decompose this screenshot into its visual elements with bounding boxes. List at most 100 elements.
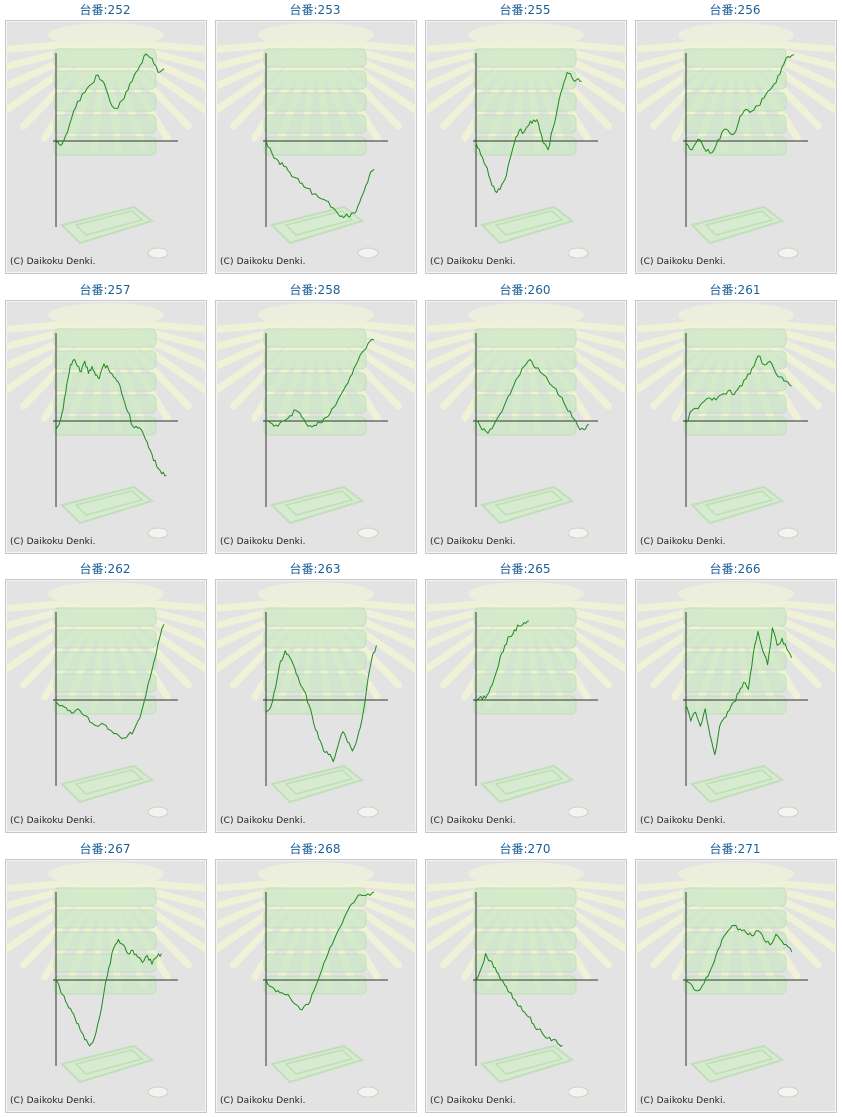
slump-graph	[6, 582, 206, 818]
slump-graph	[216, 23, 416, 259]
background-artwork	[636, 582, 836, 818]
slot-graph-card: 台番:268 (C) Daikoku Denki.	[213, 839, 417, 1115]
graph-panel: (C) Daikoku Denki.	[425, 20, 627, 274]
slump-line	[265, 891, 375, 1011]
background-artwork	[216, 862, 416, 1098]
copyright-text: (C) Daikoku Denki.	[10, 816, 96, 826]
slot-graph-card: 台番:258 (C) Daikoku Denki.	[213, 280, 417, 556]
machine-number-title: 台番:258	[289, 283, 341, 297]
machine-number-title: 台番:257	[79, 283, 131, 297]
background-artwork	[636, 862, 836, 1098]
slump-graph	[426, 582, 626, 818]
graph-panel: (C) Daikoku Denki.	[5, 300, 207, 554]
slump-graph	[636, 582, 836, 818]
graph-panel: (C) Daikoku Denki.	[635, 20, 837, 274]
slump-graph	[6, 23, 206, 259]
copyright-text: (C) Daikoku Denki.	[430, 537, 516, 547]
copyright-text: (C) Daikoku Denki.	[10, 257, 96, 267]
copyright-text: (C) Daikoku Denki.	[430, 816, 516, 826]
slump-line	[685, 54, 795, 154]
graph-panel: (C) Daikoku Denki.	[425, 579, 627, 833]
machine-number-title: 台番:252	[79, 3, 131, 17]
slump-graph	[216, 862, 416, 1098]
machine-number-title: 台番:261	[709, 283, 761, 297]
graph-panel: (C) Daikoku Denki.	[215, 579, 417, 833]
slot-graph-card: 台番:252 (C) Daikoku Denki.	[3, 0, 207, 276]
background-artwork	[216, 23, 416, 259]
slot-graph-card: 台番:253 (C) Daikoku Denki.	[213, 0, 417, 276]
copyright-text: (C) Daikoku Denki.	[430, 1096, 516, 1106]
copyright-text: (C) Daikoku Denki.	[430, 257, 516, 267]
slot-graph-card: 台番:266 (C) Daikoku Denki.	[633, 559, 837, 835]
slump-graph	[426, 303, 626, 539]
graph-panel: (C) Daikoku Denki.	[5, 579, 207, 833]
slot-graph-card: 台番:271 (C) Daikoku Denki.	[633, 839, 837, 1115]
machine-number-title: 台番:266	[709, 562, 761, 576]
slump-graph	[426, 862, 626, 1098]
graph-panel: (C) Daikoku Denki.	[635, 300, 837, 554]
background-artwork	[636, 23, 836, 259]
slump-graph	[216, 582, 416, 818]
machine-number-title: 台番:263	[289, 562, 341, 576]
slump-line	[475, 71, 582, 194]
copyright-text: (C) Daikoku Denki.	[10, 1096, 96, 1106]
copyright-text: (C) Daikoku Denki.	[640, 537, 726, 547]
machine-number-title: 台番:265	[499, 562, 551, 576]
graph-panel: (C) Daikoku Denki.	[635, 579, 837, 833]
slot-graph-card: 台番:265 (C) Daikoku Denki.	[423, 559, 627, 835]
graph-panel: (C) Daikoku Denki.	[5, 859, 207, 1113]
slump-graph	[636, 23, 836, 259]
slump-line	[685, 924, 793, 992]
slump-graph	[636, 862, 836, 1098]
slump-graph	[636, 303, 836, 539]
copyright-text: (C) Daikoku Denki.	[220, 816, 306, 826]
machine-number-title: 台番:255	[499, 3, 551, 17]
slump-graph	[216, 303, 416, 539]
slot-graph-card: 台番:261 (C) Daikoku Denki.	[633, 280, 837, 556]
machine-number-title: 台番:271	[709, 842, 761, 856]
machine-number-title: 台番:260	[499, 283, 551, 297]
slot-graph-card: 台番:257 (C) Daikoku Denki.	[3, 280, 207, 556]
graph-panel: (C) Daikoku Denki.	[425, 300, 627, 554]
slump-line	[685, 627, 793, 756]
machine-number-title: 台番:268	[289, 842, 341, 856]
slot-graph-card: 台番:260 (C) Daikoku Denki.	[423, 280, 627, 556]
slump-line	[265, 645, 377, 763]
slot-graph-card: 台番:255 (C) Daikoku Denki.	[423, 0, 627, 276]
graph-panel: (C) Daikoku Denki.	[425, 859, 627, 1113]
graph-panel: (C) Daikoku Denki.	[215, 859, 417, 1113]
slump-line	[55, 358, 167, 477]
slump-line	[265, 338, 375, 428]
slot-graph-card: 台番:262 (C) Daikoku Denki.	[3, 559, 207, 835]
copyright-text: (C) Daikoku Denki.	[640, 816, 726, 826]
graph-panel: (C) Daikoku Denki.	[635, 859, 837, 1113]
slump-line	[265, 140, 375, 219]
copyright-text: (C) Daikoku Denki.	[10, 537, 96, 547]
slump-line	[475, 358, 589, 434]
slump-line	[685, 355, 792, 424]
slump-line	[55, 53, 165, 146]
machine-number-title: 台番:253	[289, 3, 341, 17]
slump-line	[55, 939, 163, 1047]
graph-panel: (C) Daikoku Denki.	[215, 300, 417, 554]
slump-graph	[6, 862, 206, 1098]
machine-number-title: 台番:262	[79, 562, 131, 576]
slump-line	[475, 620, 530, 703]
copyright-text: (C) Daikoku Denki.	[220, 1096, 306, 1106]
machine-number-title: 台番:256	[709, 3, 761, 17]
background-artwork	[6, 582, 206, 818]
slot-graph-card: 台番:270 (C) Daikoku Denki.	[423, 839, 627, 1115]
copyright-text: (C) Daikoku Denki.	[220, 257, 306, 267]
machine-number-title: 台番:270	[499, 842, 551, 856]
slot-graph-card: 台番:263 (C) Daikoku Denki.	[213, 559, 417, 835]
slump-line	[55, 624, 165, 740]
graph-panel: (C) Daikoku Denki.	[5, 20, 207, 274]
slump-graph	[6, 303, 206, 539]
machine-number-title: 台番:267	[79, 842, 131, 856]
slot-graph-card: 台番:256 (C) Daikoku Denki.	[633, 0, 837, 276]
copyright-text: (C) Daikoku Denki.	[640, 257, 726, 267]
graph-panel: (C) Daikoku Denki.	[215, 20, 417, 274]
copyright-text: (C) Daikoku Denki.	[220, 537, 306, 547]
slump-graph	[426, 23, 626, 259]
